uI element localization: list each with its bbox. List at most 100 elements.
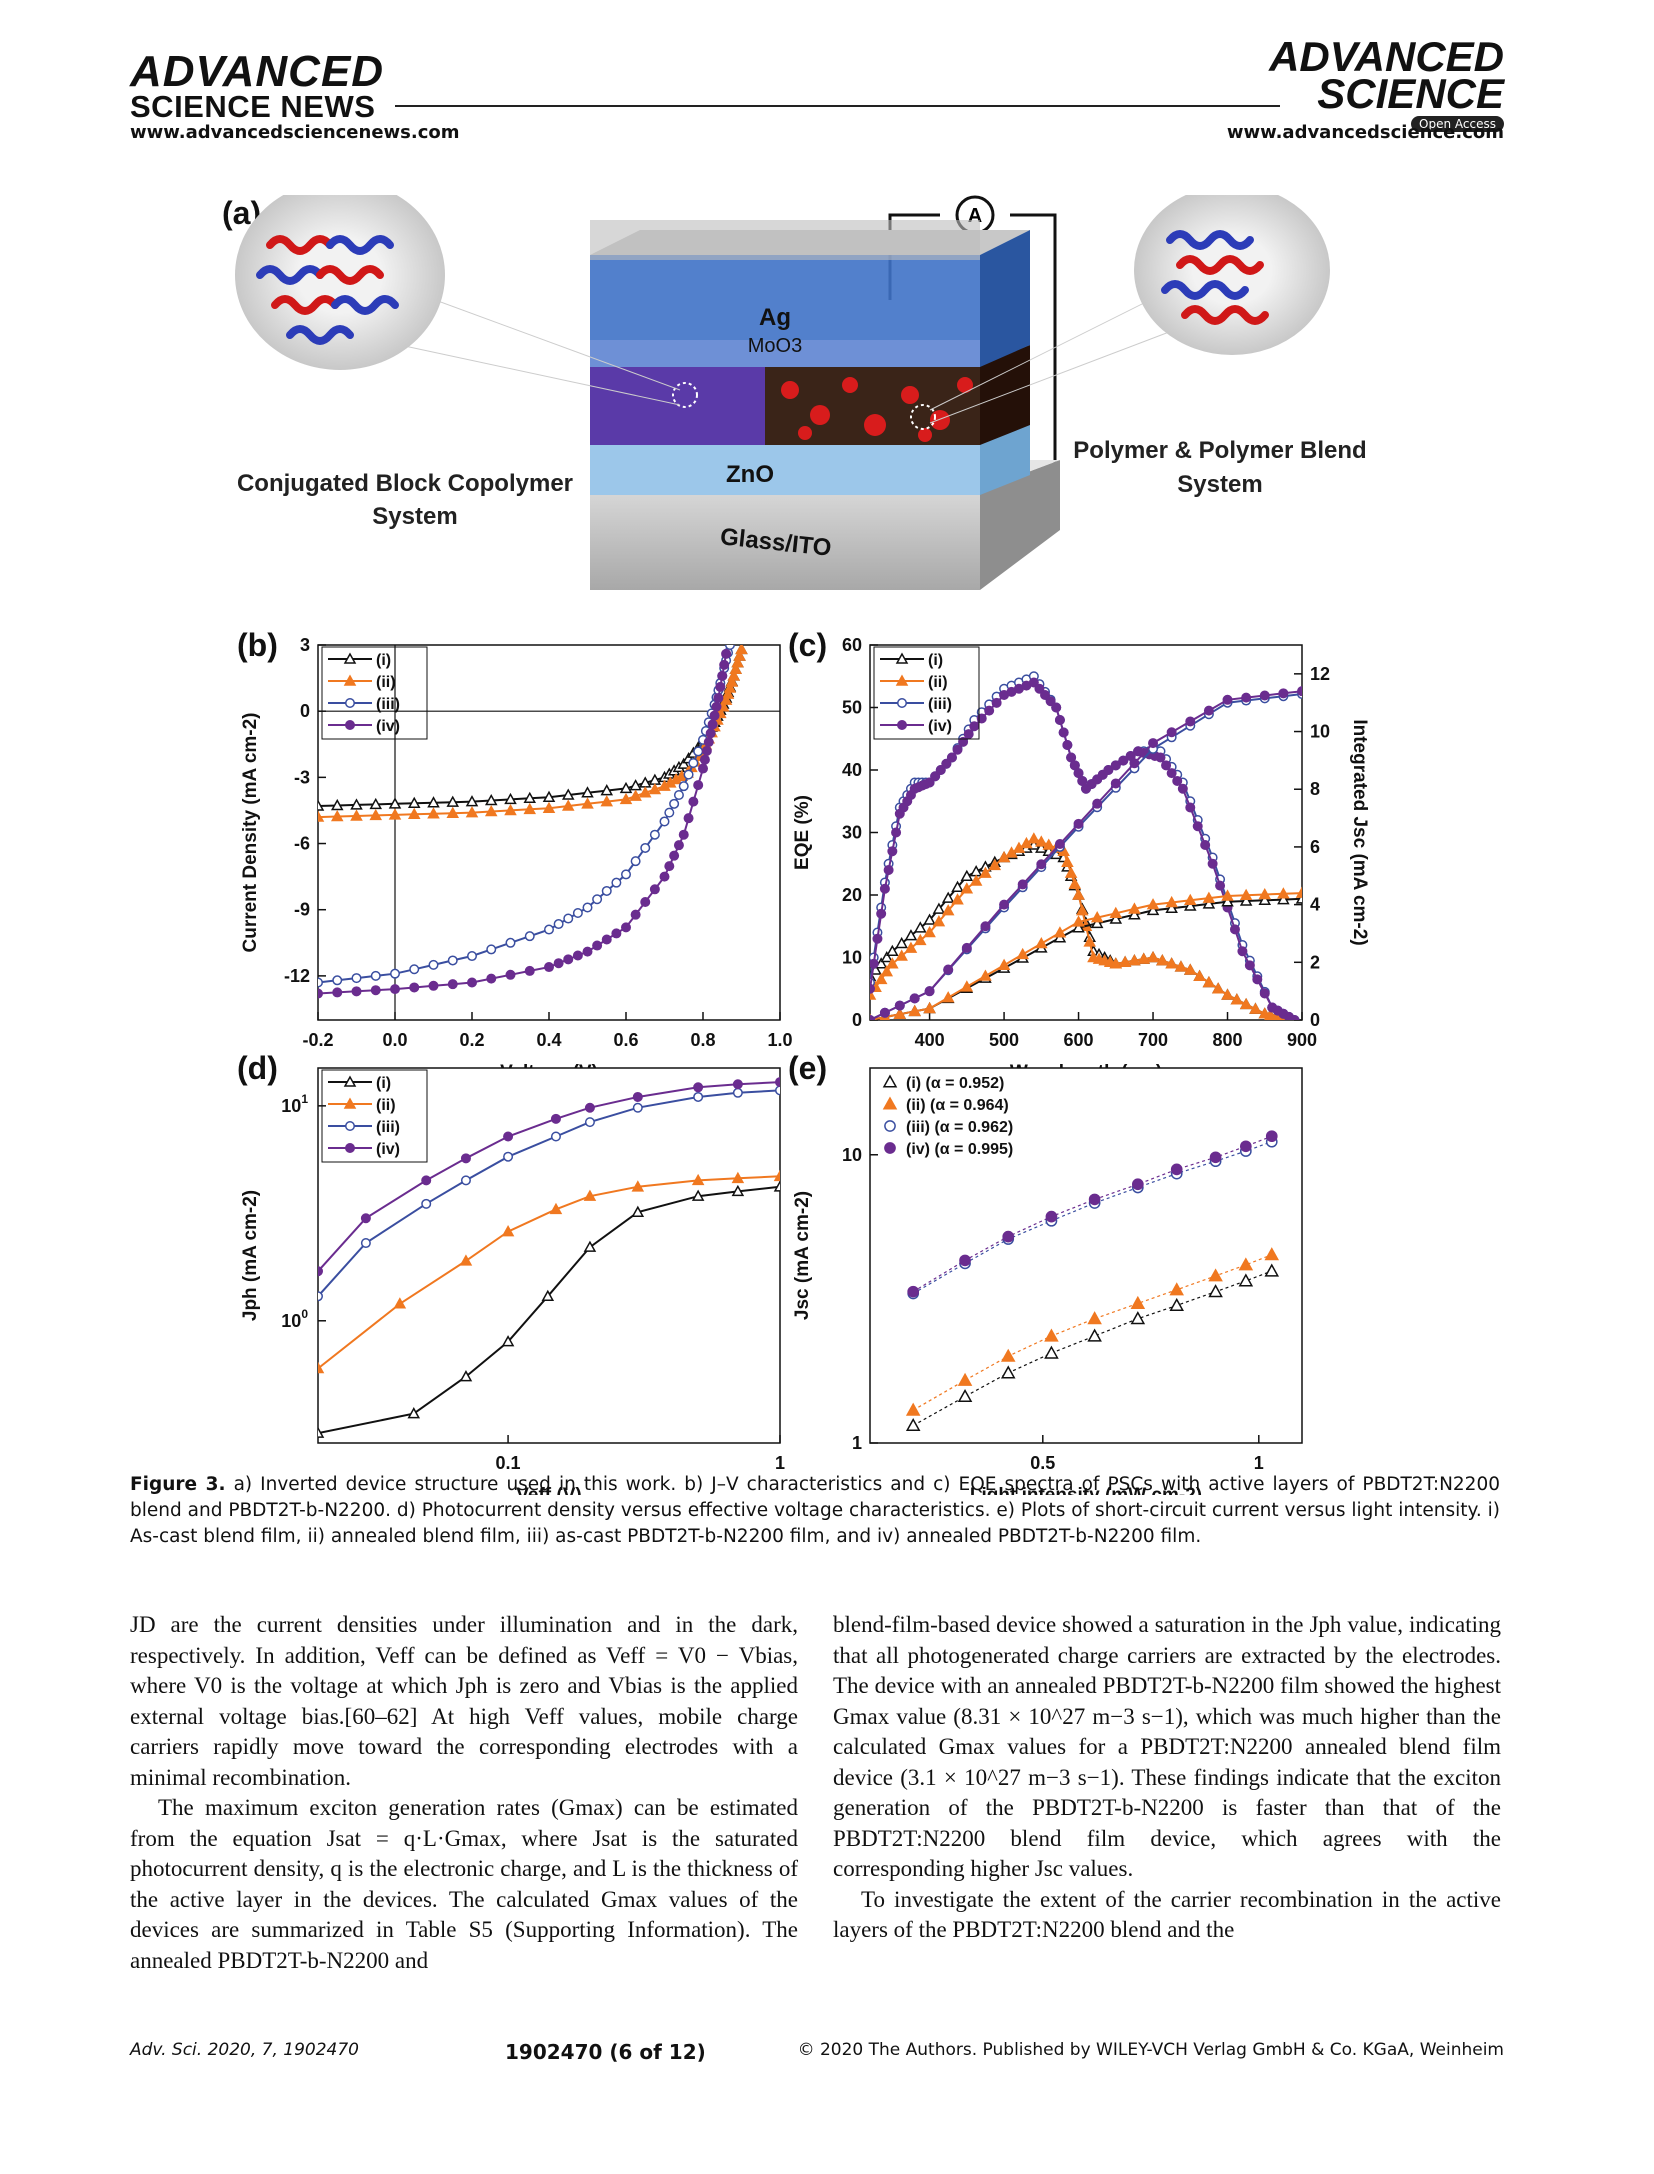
y-tick-label: 10: [842, 1145, 862, 1165]
data-point: [961, 942, 972, 953]
data-point: [630, 909, 641, 920]
data-point: [1166, 768, 1177, 779]
data-point: [407, 1407, 421, 1419]
footer-copyright: © 2020 The Authors. Published by WILEY-V…: [797, 2040, 1504, 2060]
chart-panel-b: -0.20.00.20.40.60.81.030-3-6-9-12Voltage…: [240, 635, 793, 1083]
data-point: [725, 675, 739, 687]
data-point: [318, 1291, 323, 1302]
data-point: [1045, 1210, 1058, 1223]
data-point: [932, 902, 946, 914]
data-point: [1027, 832, 1041, 844]
data-point: [601, 934, 612, 945]
y-axis-label: EQE (%): [792, 795, 813, 870]
data-point: [1156, 954, 1169, 966]
plot-frame: [317, 1067, 781, 1444]
data-point: [1118, 755, 1129, 766]
series-iv: [870, 677, 1300, 1020]
data-point: [882, 1074, 898, 1088]
data-point: [332, 987, 343, 998]
data-point: [486, 944, 497, 955]
data-point: [872, 933, 883, 944]
data-point: [669, 798, 680, 809]
data-point: [1068, 877, 1082, 889]
series-i0952: [905, 1263, 1280, 1432]
data-point: [999, 899, 1010, 910]
data-point: [1118, 955, 1132, 967]
data-point: [484, 793, 498, 806]
data-point: [1258, 893, 1272, 906]
data-point: [407, 807, 421, 820]
open-access-badge: Open Access: [1411, 116, 1504, 132]
data-point: [369, 808, 383, 821]
data-point: [715, 681, 726, 692]
data-point: [467, 951, 477, 962]
data-point: [345, 698, 355, 708]
data-point: [1249, 1002, 1262, 1014]
x-tick-label: 700: [1138, 1030, 1168, 1050]
series-iv0995: [907, 1130, 1278, 1298]
data-point: [370, 985, 381, 996]
data-point: [880, 950, 894, 963]
data-point: [979, 969, 992, 981]
x-tick-label: 0.0: [382, 1030, 407, 1050]
data-point: [951, 880, 964, 892]
data-point: [1221, 895, 1234, 907]
left-url[interactable]: www.advancedsciencenews.com: [130, 122, 460, 143]
data-point: [732, 1079, 743, 1090]
data-point: [388, 797, 402, 809]
data-point: [1203, 705, 1214, 716]
data-point: [707, 719, 718, 730]
data-point: [390, 984, 400, 995]
data-point: [318, 1266, 323, 1277]
y2-tick-label: 8: [1310, 779, 1320, 799]
data-point: [1044, 1345, 1059, 1359]
data-point: [1172, 775, 1183, 786]
right-url[interactable]: www.advancedscience.com: [1226, 122, 1504, 143]
paragraph: JD are the current densities under illum…: [130, 1612, 798, 1790]
y2-tick-label: 10: [1310, 722, 1330, 742]
data-point: [350, 798, 363, 810]
data-point: [773, 1169, 780, 1182]
x-tick-label: 0.4: [536, 1030, 561, 1050]
data-point: [1237, 946, 1248, 957]
data-point: [611, 928, 622, 939]
legend-box: [873, 646, 980, 740]
data-point: [524, 931, 535, 942]
logo-line1: ADVANCED: [130, 47, 385, 96]
data-point: [1017, 879, 1028, 890]
data-point: [688, 758, 699, 769]
y-tick-label: 1: [852, 1433, 862, 1453]
data-point: [318, 810, 325, 822]
data-point: [923, 925, 936, 938]
data-point: [1072, 915, 1085, 927]
panel-c-label: (c): [788, 627, 828, 663]
data-point: [1109, 912, 1123, 924]
data-point: [421, 1198, 432, 1209]
data-point: [1184, 893, 1197, 906]
data-point: [1185, 802, 1196, 813]
data-point: [1072, 921, 1085, 933]
data-point: [1090, 916, 1104, 929]
legend-box: [321, 1069, 428, 1163]
series-line: [912, 1135, 1273, 1293]
data-point: [523, 802, 537, 815]
data-point: [1130, 1311, 1146, 1325]
legend-label: (i): [376, 1075, 391, 1092]
data-point: [1239, 888, 1253, 900]
data-point: [1166, 727, 1177, 738]
data-point: [1073, 818, 1084, 829]
panel-b-label: (b): [237, 627, 278, 663]
y-tick-label: 3: [300, 635, 310, 655]
data-point: [1170, 1163, 1183, 1176]
data-point: [1239, 1140, 1252, 1153]
data-point: [592, 894, 603, 905]
chart-panel-c: 400 500 600 700 800 9000102030405060024681012…: [792, 635, 1370, 1083]
data-point: [345, 1121, 355, 1131]
data-point: [924, 986, 935, 997]
data-point: [930, 771, 941, 782]
y-axis-label: Jph (mA cm-2): [240, 1190, 261, 1321]
data-point: [991, 697, 1002, 708]
data-point: [895, 652, 909, 664]
block-copolymer-bubble: [235, 195, 445, 370]
data-point: [619, 781, 633, 794]
